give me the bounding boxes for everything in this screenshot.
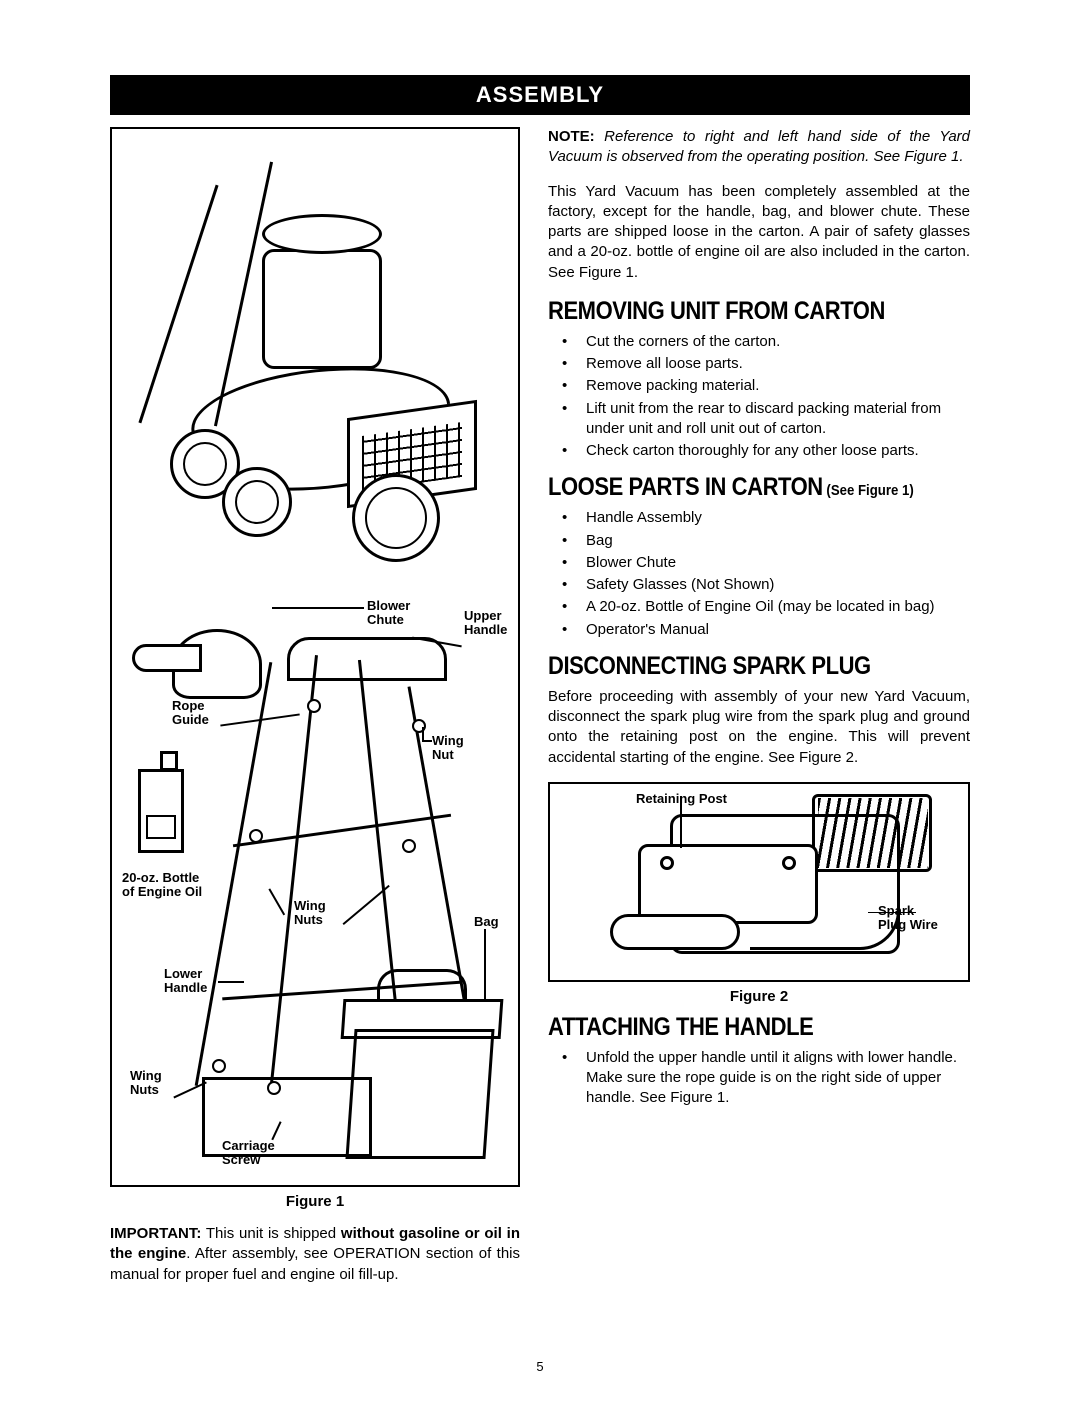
- list-item: Handle Assembly: [548, 508, 970, 528]
- diagram-shape: [287, 637, 447, 681]
- list-item: Bag: [548, 531, 970, 551]
- diagram-shape: [412, 719, 426, 733]
- heading-sub: (See Figure 1): [823, 482, 914, 499]
- label-lower-handle: LowerHandle: [164, 967, 207, 996]
- spark-paragraph: Before proceeding with assembly of your …: [548, 687, 970, 768]
- label-blower-chute: BlowerChute: [367, 599, 410, 628]
- label-wing-nuts-a: WingNuts: [294, 899, 326, 928]
- leader-line: [272, 607, 364, 609]
- leader-line: [868, 912, 916, 914]
- diagram-shape: [262, 214, 382, 254]
- diagram-shape: [212, 1059, 226, 1073]
- diagram-shape: [222, 467, 292, 537]
- list-item: Unfold the upper handle until it aligns …: [548, 1048, 970, 1109]
- diagram-shape: [818, 798, 928, 868]
- leader-line: [680, 796, 682, 848]
- important-label: IMPORTANT:: [110, 1225, 201, 1242]
- right-column: NOTE: Reference to right and left hand s…: [548, 127, 970, 1285]
- loose-parts-list: Handle Assembly Bag Blower Chute Safety …: [548, 508, 970, 640]
- list-item: Cut the corners of the carton.: [548, 332, 970, 352]
- label-wing-nut: WingNut: [432, 734, 464, 763]
- diagram-shape: [249, 829, 263, 843]
- label-rope-guide: RopeGuide: [172, 699, 209, 728]
- diagram-line: [269, 655, 318, 1093]
- leader-line: [343, 885, 390, 925]
- page-number: 5: [0, 1359, 1080, 1374]
- heading-spark-plug: DISCONNECTING SPARK PLUG: [548, 652, 919, 681]
- intro-paragraph: This Yard Vacuum has been completely ass…: [548, 182, 970, 283]
- diagram-shape: [610, 914, 740, 950]
- list-item: Check carton thoroughly for any other lo…: [548, 441, 970, 461]
- diagram-line: [233, 814, 451, 848]
- heading-removing: REMOVING UNIT FROM CARTON: [548, 297, 919, 326]
- label-bag: Bag: [474, 915, 499, 929]
- important-note: IMPORTANT: This unit is shipped without …: [110, 1224, 520, 1285]
- diagram-shape: [138, 769, 184, 853]
- list-item: Blower Chute: [548, 553, 970, 573]
- list-item: Remove packing material.: [548, 376, 970, 396]
- list-item: Operator's Manual: [548, 620, 970, 640]
- label-upper-handle: UpperHandle: [464, 609, 507, 638]
- note-label: NOTE:: [548, 128, 595, 145]
- label-spark-plug-wire: SparkPlug Wire: [878, 904, 938, 933]
- diagram-shape: [402, 839, 416, 853]
- note-body: Reference to right and left hand side of…: [548, 128, 970, 165]
- leader-line: [422, 727, 424, 741]
- label-oil-bottle: 20-oz. Bottleof Engine Oil: [122, 871, 202, 900]
- leader-line: [422, 740, 432, 742]
- two-column-layout: BlowerChute UpperHandle RopeGuide WingNu…: [110, 127, 970, 1285]
- label-carriage-screw: CarriageScrew: [222, 1139, 275, 1168]
- heading-loose-parts: LOOSE PARTS IN CARTON (See Figure 1): [548, 473, 919, 502]
- figure-2-caption: Figure 2: [548, 988, 970, 1005]
- removing-list: Cut the corners of the carton. Remove al…: [548, 332, 970, 462]
- text: This unit is shipped: [201, 1225, 341, 1242]
- figure-1-caption: Figure 1: [110, 1193, 520, 1210]
- list-item: Remove all loose parts.: [548, 354, 970, 374]
- diagram-shape: [146, 815, 176, 839]
- label-wing-nuts-b: WingNuts: [130, 1069, 162, 1098]
- diagram-shape: [660, 856, 674, 870]
- leader-line: [269, 888, 285, 915]
- list-item: Safety Glasses (Not Shown): [548, 575, 970, 595]
- diagram-shape: [307, 699, 321, 713]
- handle-list: Unfold the upper handle until it aligns …: [548, 1048, 970, 1109]
- diagram-shape: [262, 249, 382, 369]
- leader-line: [484, 929, 486, 999]
- diagram-shape: [782, 856, 796, 870]
- figure-2-container: Retaining Post SparkPlug Wire Figure 2: [548, 782, 970, 1005]
- label-retaining-post: Retaining Post: [636, 792, 727, 806]
- left-column: BlowerChute UpperHandle RopeGuide WingNu…: [110, 127, 520, 1285]
- leader-line: [218, 981, 244, 983]
- section-banner: ASSEMBLY: [110, 75, 970, 115]
- list-item: Lift unit from the rear to discard packi…: [548, 399, 970, 440]
- diagram-shape: [352, 474, 440, 562]
- diagram-shape: [160, 751, 178, 771]
- heading-attaching-handle: ATTACHING THE HANDLE: [548, 1013, 919, 1042]
- heading-text: LOOSE PARTS IN CARTON: [548, 473, 823, 501]
- figure-1: BlowerChute UpperHandle RopeGuide WingNu…: [110, 127, 520, 1187]
- figure-2: Retaining Post SparkPlug Wire: [548, 782, 970, 982]
- list-item: A 20-oz. Bottle of Engine Oil (may be lo…: [548, 597, 970, 617]
- diagram-line: [138, 185, 218, 424]
- note-paragraph: NOTE: Reference to right and left hand s…: [548, 127, 970, 168]
